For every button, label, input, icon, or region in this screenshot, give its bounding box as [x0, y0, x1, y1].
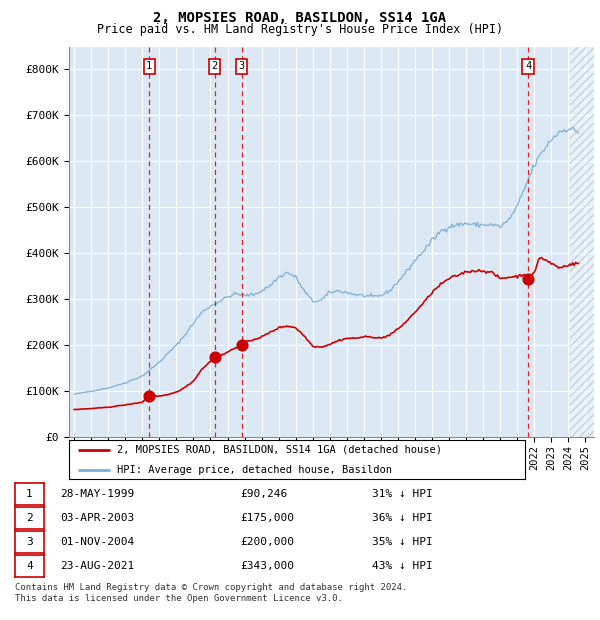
Text: 43% ↓ HPI: 43% ↓ HPI: [372, 561, 433, 571]
Point: [145, 391, 154, 401]
Point: [210, 352, 220, 361]
Text: 36% ↓ HPI: 36% ↓ HPI: [372, 513, 433, 523]
Point: [523, 275, 533, 285]
Text: 28-MAY-1999: 28-MAY-1999: [60, 489, 134, 499]
Point: [237, 340, 247, 350]
Text: 2: 2: [26, 513, 33, 523]
Bar: [570, 46, 594, 437]
Text: 2, MOPSIES ROAD, BASILDON, SS14 1GA (detached house): 2, MOPSIES ROAD, BASILDON, SS14 1GA (det…: [117, 445, 442, 455]
Text: 23-AUG-2021: 23-AUG-2021: [60, 561, 134, 571]
Text: 3: 3: [239, 61, 245, 71]
Text: Price paid vs. HM Land Registry's House Price Index (HPI): Price paid vs. HM Land Registry's House …: [97, 23, 503, 36]
Text: 2: 2: [212, 61, 218, 71]
Text: 3: 3: [26, 537, 33, 547]
Text: 35% ↓ HPI: 35% ↓ HPI: [372, 537, 433, 547]
Text: 4: 4: [525, 61, 532, 71]
Text: 2, MOPSIES ROAD, BASILDON, SS14 1GA: 2, MOPSIES ROAD, BASILDON, SS14 1GA: [154, 11, 446, 25]
Text: HPI: Average price, detached house, Basildon: HPI: Average price, detached house, Basi…: [117, 465, 392, 475]
Text: £175,000: £175,000: [240, 513, 294, 523]
Text: 01-NOV-2004: 01-NOV-2004: [60, 537, 134, 547]
Text: £343,000: £343,000: [240, 561, 294, 571]
Text: 31% ↓ HPI: 31% ↓ HPI: [372, 489, 433, 499]
Text: £90,246: £90,246: [240, 489, 287, 499]
Text: This data is licensed under the Open Government Licence v3.0.: This data is licensed under the Open Gov…: [15, 594, 343, 603]
Text: £200,000: £200,000: [240, 537, 294, 547]
Text: 03-APR-2003: 03-APR-2003: [60, 513, 134, 523]
Text: 1: 1: [26, 489, 33, 499]
Text: 1: 1: [146, 61, 152, 71]
Bar: [570, 46, 594, 437]
Text: Contains HM Land Registry data © Crown copyright and database right 2024.: Contains HM Land Registry data © Crown c…: [15, 583, 407, 592]
Text: 4: 4: [26, 561, 33, 571]
